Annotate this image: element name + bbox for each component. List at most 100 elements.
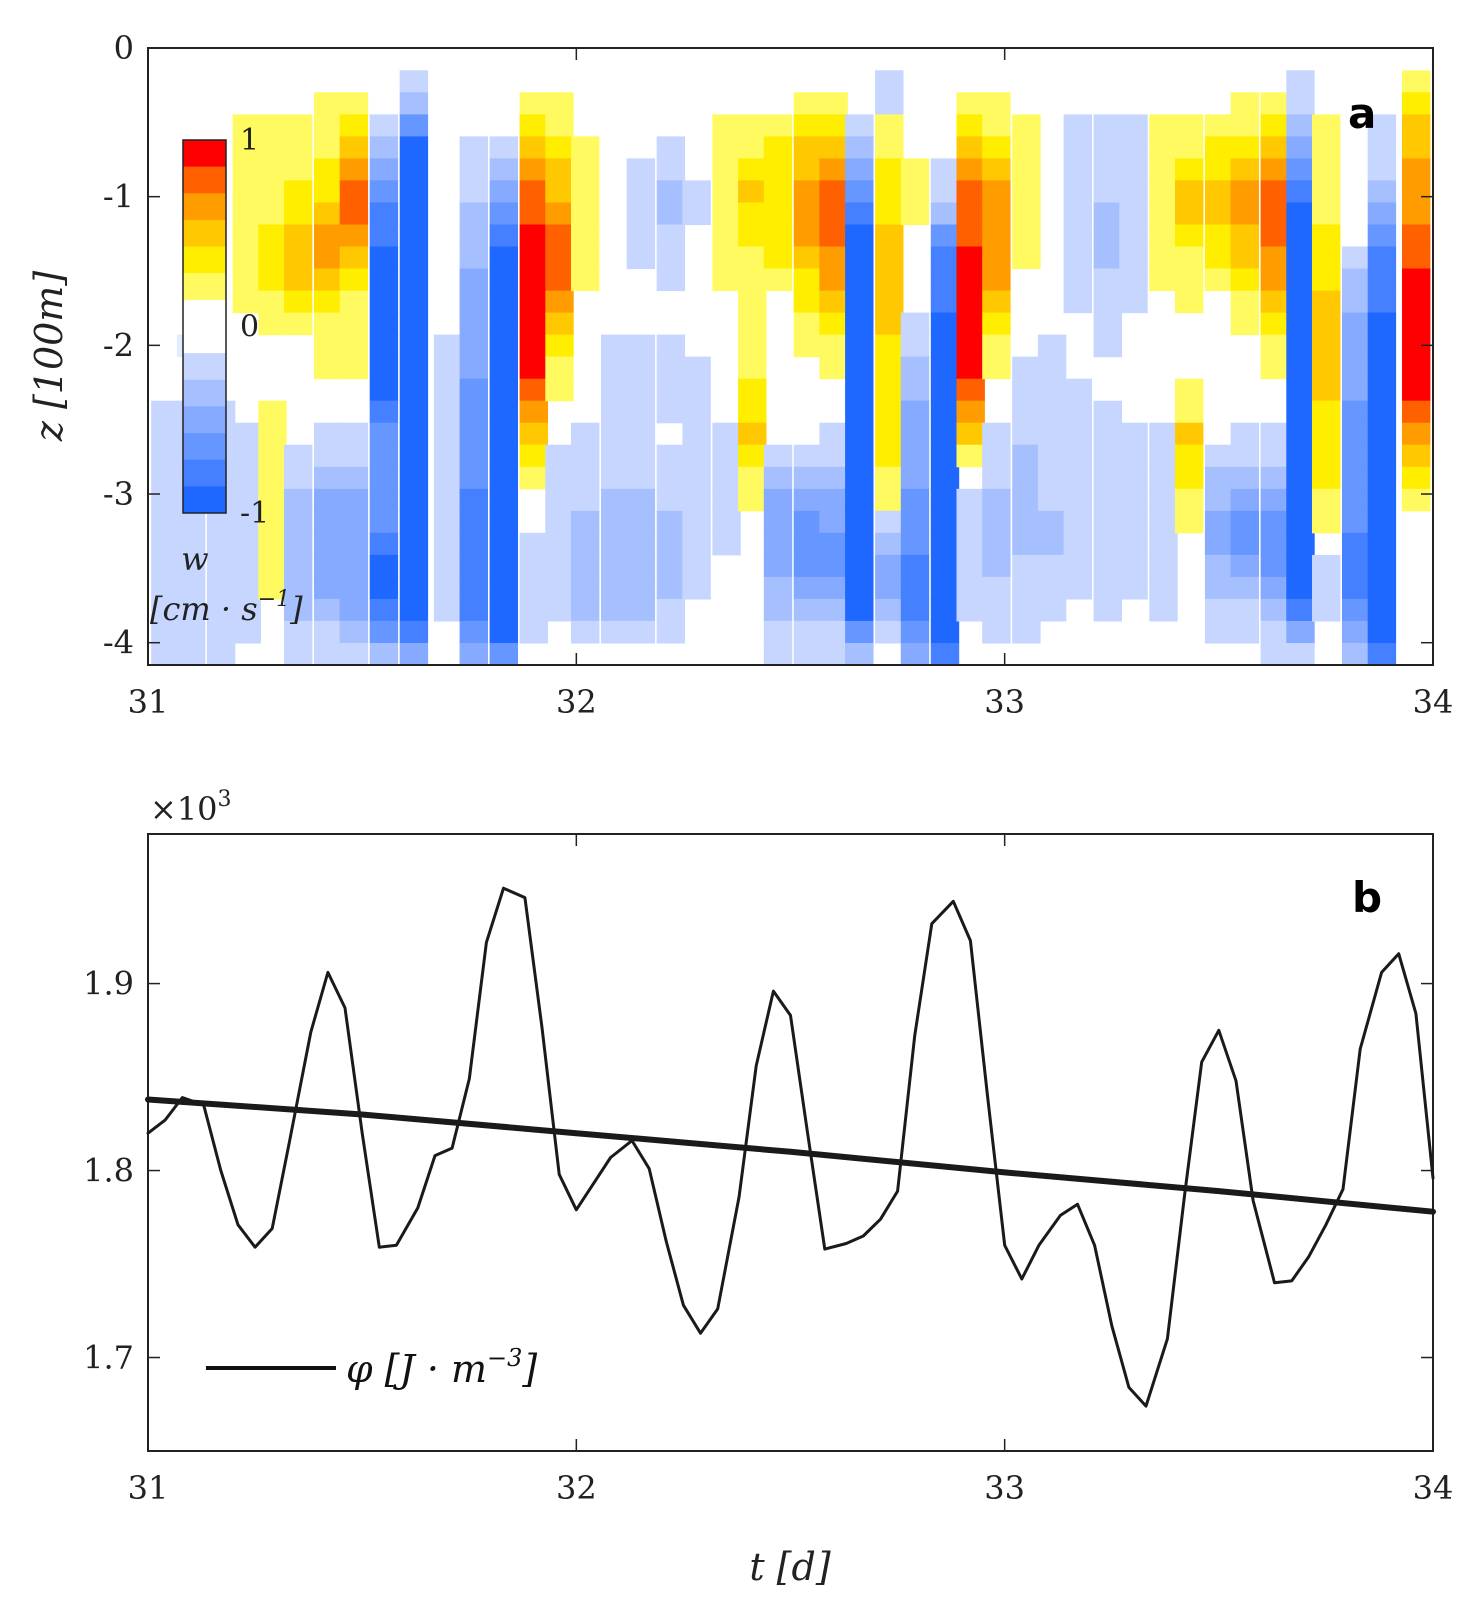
heatmap-cell [1286,334,1315,358]
heatmap-cell [314,290,343,314]
heatmap-cell [1063,268,1092,292]
heatmap-cell [1175,290,1204,314]
heatmap-cell [793,488,823,512]
heatmap-cell [369,378,399,402]
heatmap-cell [793,136,823,159]
heatmap-cell [982,488,1011,512]
heatmap-cell [399,532,429,556]
heatmap-cell [1149,224,1178,248]
heatmap-cell [232,224,261,248]
heatmap-cell [875,488,904,512]
heatmap-cell [258,180,287,203]
heatmap-cell [1312,378,1341,402]
heatmap-cell [819,532,848,556]
heatmap-cell [712,422,741,446]
heatmap-cell [1286,312,1315,336]
heatmap-cell [1037,334,1067,358]
colorbar: 1 0 -1 w [cm · s−1] [150,123,303,628]
heatmap-cell [571,246,600,270]
heatmap-cell [206,576,236,600]
heatmap-cell [571,598,600,622]
heatmap-cell [314,136,343,159]
heatmap-cell [1230,224,1259,248]
heatmap-cell [1230,290,1259,314]
heatmap-cell [845,290,874,314]
heatmap-cell [1260,268,1289,292]
heatmap-cell [763,136,793,159]
heatmap-cell [1260,643,1289,666]
heatmap-cell [956,356,985,380]
heatmap-cell [1093,246,1122,270]
heatmap-cell [956,92,985,115]
heatmap-cell [545,510,574,534]
heatmap-cell [258,576,287,600]
heatmap-cell [793,466,823,490]
heatmap-cell [433,334,463,358]
heatmap-cell [258,246,287,270]
heatmap-cell [284,576,313,600]
heatmap-cell [433,488,463,512]
colorbar-swatch [183,166,226,194]
heatmap-cell [656,598,686,622]
heatmap-cell [314,620,343,644]
heatmap-cell [982,202,1011,226]
heatmap-cell [314,576,343,600]
heatmap-cell [1312,444,1341,468]
heatmap-cell [369,598,399,622]
heatmap-cell [1012,158,1041,181]
heatmap-cell [1402,70,1431,93]
heatmap-cell [519,224,548,248]
heatmap-cell [1312,202,1341,226]
heatmap-cell [545,444,574,468]
heatmap-cell [1312,114,1341,137]
heatmap-cell [656,510,686,534]
heatmap-cell [900,378,930,402]
heatmap-cell [1063,114,1092,137]
heatmap-cell [1342,444,1371,468]
heatmap-cell [489,224,518,248]
heatmap-cell [982,554,1011,578]
heatmap-cell [1204,180,1234,203]
heatmap-cell [1012,224,1041,248]
heatmap-cell [459,643,488,666]
heatmap-cell [656,268,686,292]
heatmap-cell [399,158,429,181]
heatmap-cell [793,224,823,248]
heatmap-cell [1149,158,1178,181]
heatmap-cell [258,202,287,226]
heatmap-cell [206,510,236,534]
heatmap-cell [982,576,1011,600]
heatmap-cell [1230,422,1259,446]
heatmap-cell [1312,488,1341,512]
x-tick-label: 31 [128,1469,169,1507]
heatmap-cell [1367,643,1397,666]
colorbar-swatch [183,219,226,247]
heatmap-cell [339,92,369,115]
heatmap-cell [982,180,1011,203]
heatmap-cell [1063,532,1092,556]
heatmap-cell [258,312,287,336]
heatmap-cell [314,488,343,512]
heatmap-cell [1367,268,1397,292]
heatmap-cell [284,510,313,534]
heatmap-cell [1342,246,1371,270]
heatmap-cell [763,268,793,292]
heatmap-cell [1286,510,1315,534]
panel-a-ticks [147,47,1434,665]
heatmap-cell [1286,576,1315,600]
heatmap-cell [626,356,656,380]
heatmap-cell [284,312,313,336]
heatmap-cell [1260,114,1289,137]
heatmap-cell [571,620,600,644]
heatmap-cell [1012,488,1041,512]
heatmap-cell [369,158,399,181]
heatmap-cell [1149,488,1178,512]
heatmap-cell [626,202,656,226]
heatmap-cell [682,576,711,600]
heatmap-cell [258,422,287,446]
heatmap-cell [176,620,206,644]
heatmap-cell [1012,378,1041,402]
heatmap-cell [793,290,823,314]
heatmap-cell [459,620,488,644]
heatmap-cell [763,114,793,137]
